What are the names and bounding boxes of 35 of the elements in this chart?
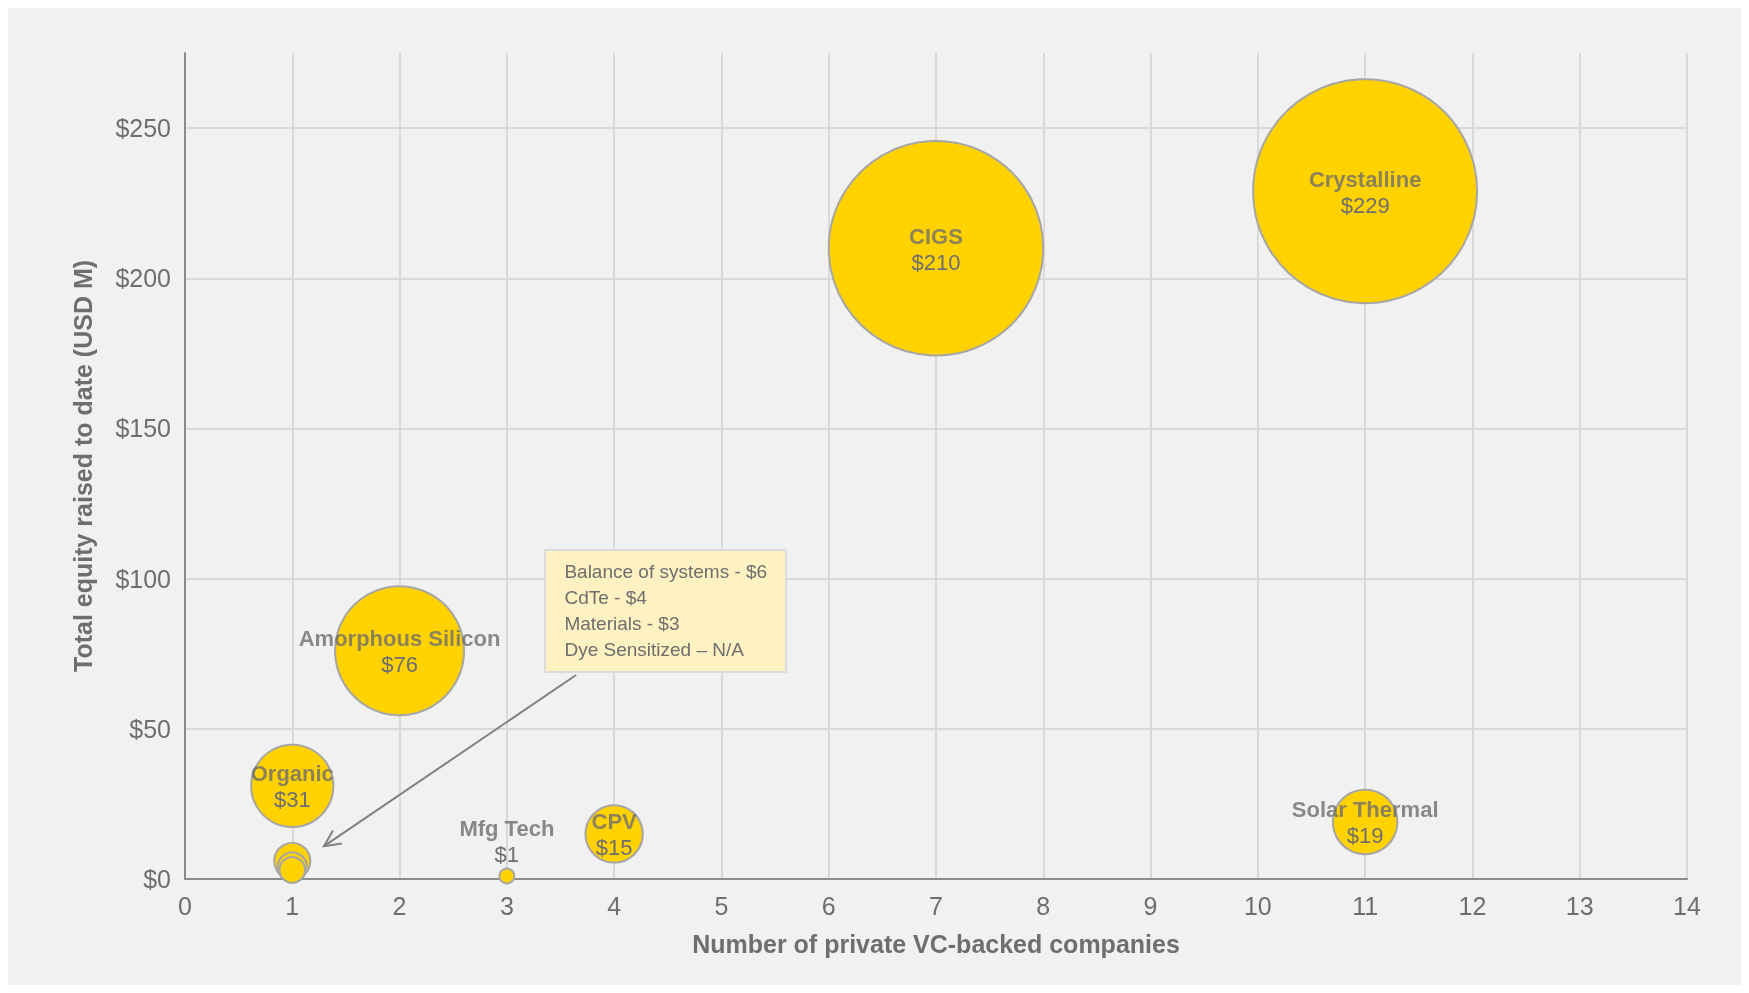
x-tick-label: 11: [1352, 891, 1379, 920]
data-label: $31: [273, 787, 311, 813]
data-label: $229: [1340, 192, 1390, 218]
data-label: $19: [1346, 823, 1384, 849]
x-tick-label: 9: [1143, 891, 1158, 920]
x-tick-label: 5: [714, 891, 729, 920]
x-tick-label: 2: [392, 891, 407, 920]
y-axis-title: Total equity raised to date (USD M): [68, 259, 97, 673]
x-tick-label: 7: [929, 891, 943, 920]
annotation: CIGS: [909, 223, 963, 249]
annotation: Crystalline: [1308, 166, 1422, 192]
x-tick-label: 12: [1458, 891, 1487, 920]
x-tick-label: 14: [1673, 891, 1701, 920]
x-axis-title: Number of private VC-backed companies: [692, 929, 1180, 958]
x-tick-label: 6: [821, 891, 836, 920]
y-tick-label: $100: [115, 564, 171, 593]
data-label: $15: [595, 835, 633, 861]
x-tick-label: 1: [285, 891, 300, 920]
x-tick-label: 3: [499, 891, 514, 920]
x-tick-label: 4: [607, 891, 622, 920]
y-tick-label: $150: [115, 414, 171, 443]
annotation: Mfg Tech: [459, 816, 555, 842]
data-label: $76: [381, 652, 418, 678]
note-box: Balance of systems - $6 CdTe - $4 Materials - $3 Dye Sensitized – N/A: [544, 548, 788, 673]
y-tick-label: $200: [115, 264, 171, 293]
x-tick-label: 8: [1036, 891, 1051, 920]
data-label: $1: [494, 842, 520, 868]
x-tick-label: 13: [1565, 891, 1594, 920]
annotation: CPV: [591, 809, 638, 835]
x-tick-label: 0: [178, 891, 192, 920]
y-tick-label: $250: [115, 114, 171, 143]
data-label: $210: [911, 249, 961, 275]
y-tick-label: $0: [143, 865, 171, 893]
y-tick-label: $50: [129, 714, 171, 743]
x-tick-label: 10: [1243, 891, 1272, 920]
